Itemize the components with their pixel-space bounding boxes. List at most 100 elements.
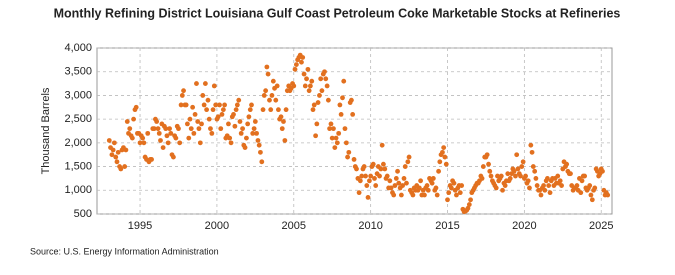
- point: [184, 121, 190, 127]
- point: [340, 95, 345, 101]
- point: [205, 97, 211, 103]
- point: [338, 112, 344, 117]
- point: [137, 140, 143, 146]
- point: [201, 102, 207, 108]
- point: [218, 126, 224, 132]
- point: [219, 112, 225, 117]
- point: [465, 205, 471, 211]
- point: [587, 183, 593, 188]
- point: [220, 107, 226, 113]
- point: [564, 161, 570, 167]
- point: [127, 126, 133, 132]
- point: [391, 192, 397, 198]
- point: [430, 176, 436, 181]
- point: [202, 81, 208, 86]
- point: [244, 135, 249, 141]
- point: [505, 171, 511, 177]
- point: [186, 135, 192, 141]
- x-tick-label: 2005: [282, 220, 306, 232]
- point: [309, 78, 315, 84]
- point: [568, 171, 573, 177]
- point: [425, 187, 431, 193]
- point: [592, 185, 598, 191]
- point: [151, 126, 157, 132]
- point: [250, 130, 256, 136]
- point: [226, 121, 231, 127]
- point: [310, 107, 316, 113]
- point: [237, 119, 243, 124]
- point: [498, 173, 504, 179]
- point: [343, 140, 349, 146]
- point: [263, 88, 269, 94]
- y-tick-label: 1,500: [64, 160, 92, 172]
- x-tick-label: 2000: [205, 220, 229, 232]
- point: [187, 116, 193, 122]
- point: [520, 159, 526, 165]
- x-tick-label: 2010: [358, 220, 382, 232]
- point: [300, 55, 306, 60]
- point: [356, 190, 362, 196]
- point: [254, 130, 259, 136]
- point: [442, 154, 448, 160]
- point: [265, 71, 271, 77]
- point: [422, 192, 427, 198]
- point: [433, 185, 439, 191]
- point: [418, 178, 424, 184]
- point: [479, 176, 485, 181]
- point: [368, 173, 374, 179]
- plot-frame: [96, 47, 613, 215]
- point: [538, 192, 544, 198]
- point: [341, 78, 347, 84]
- point: [304, 76, 309, 82]
- y-tick-label: 1,000: [64, 184, 92, 196]
- point: [331, 126, 336, 132]
- point: [328, 121, 334, 127]
- point: [457, 190, 463, 196]
- point: [443, 161, 449, 167]
- point: [363, 173, 368, 179]
- point: [534, 183, 540, 188]
- point: [210, 107, 216, 113]
- point: [206, 116, 212, 122]
- point: [264, 64, 270, 70]
- point: [106, 138, 112, 143]
- point: [247, 107, 253, 113]
- point: [393, 176, 399, 181]
- point: [388, 185, 394, 191]
- point: [486, 161, 491, 167]
- point: [256, 142, 262, 148]
- point: [323, 76, 329, 82]
- point: [381, 161, 386, 167]
- point: [236, 97, 242, 103]
- point: [269, 93, 275, 98]
- point: [500, 187, 505, 193]
- point: [231, 112, 236, 117]
- point: [404, 180, 409, 186]
- point: [124, 119, 130, 124]
- point: [293, 62, 299, 67]
- point: [222, 102, 227, 108]
- point: [513, 173, 518, 179]
- point: [395, 168, 400, 174]
- point: [382, 166, 388, 172]
- point: [242, 145, 248, 151]
- point: [111, 140, 117, 146]
- point: [123, 147, 129, 153]
- point: [306, 88, 312, 94]
- point: [133, 104, 139, 110]
- point: [149, 157, 154, 162]
- point: [327, 126, 332, 132]
- point: [259, 159, 265, 165]
- point: [267, 97, 272, 103]
- point: [502, 183, 508, 188]
- point: [359, 173, 365, 179]
- point: [530, 164, 536, 169]
- point: [168, 130, 174, 136]
- point: [311, 102, 317, 108]
- point: [282, 138, 288, 143]
- point: [167, 126, 172, 132]
- point: [387, 178, 393, 184]
- point: [373, 183, 379, 188]
- point: [155, 126, 161, 132]
- point: [315, 100, 321, 105]
